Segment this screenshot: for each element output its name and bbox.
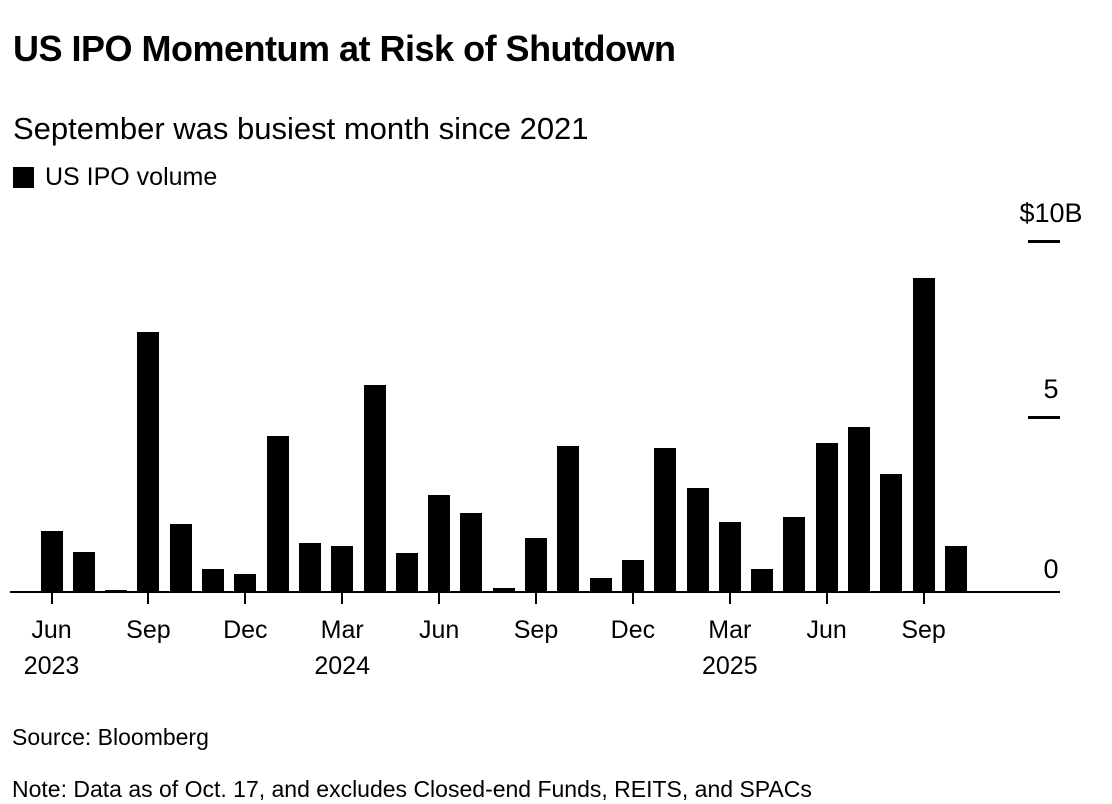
x-tick <box>922 593 925 604</box>
y-tick-dash <box>1028 415 1060 419</box>
bar <box>492 588 515 592</box>
bar <box>137 332 160 592</box>
x-tick-label: Dec <box>610 616 656 644</box>
bar <box>848 427 870 592</box>
x-tick-label: Mar <box>708 616 752 644</box>
bar <box>202 569 224 592</box>
bar <box>815 442 838 592</box>
x-tick <box>728 593 731 604</box>
x-tick-label: Sep <box>126 616 171 644</box>
bar <box>654 448 677 592</box>
x-tick-label: Sep <box>513 616 559 644</box>
bar <box>718 521 741 592</box>
x-tick <box>50 593 53 604</box>
note-line: Note: Data as of Oct. 17, and excludes C… <box>12 776 812 802</box>
bar <box>331 546 354 592</box>
x-axis-line <box>10 591 1060 593</box>
bar <box>912 277 935 592</box>
bar <box>621 560 644 592</box>
x-tick-year: 2024 <box>314 652 370 680</box>
chart-subtitle: September was busiest month since 2021 <box>13 110 589 146</box>
bar <box>298 542 321 592</box>
bar <box>428 495 451 592</box>
source-line: Source: Bloomberg <box>12 724 209 750</box>
x-tick <box>147 593 150 604</box>
x-tick <box>535 593 537 604</box>
x-tick-label: Jun <box>806 616 847 644</box>
bar <box>783 516 806 592</box>
bar <box>72 551 95 592</box>
x-tick-label: Mar <box>320 616 364 644</box>
bar <box>169 523 192 592</box>
x-tick-label: Sep <box>901 616 946 644</box>
legend-label: US IPO volume <box>45 163 218 191</box>
bar <box>234 574 257 592</box>
bar <box>525 537 547 592</box>
x-tick <box>341 593 344 604</box>
bar <box>460 513 483 592</box>
x-tick <box>825 593 828 604</box>
chart-title: US IPO Momentum at Risk of Shutdown <box>13 28 676 70</box>
x-tick <box>631 593 634 604</box>
bar <box>40 530 63 592</box>
legend: US IPO volume <box>13 163 217 192</box>
bar <box>266 435 289 592</box>
bar <box>880 474 903 592</box>
bar <box>944 546 967 592</box>
y-tick-dash <box>1028 240 1060 243</box>
x-tick-year: 2023 <box>23 652 80 680</box>
bar <box>363 384 386 592</box>
bar <box>686 488 709 592</box>
y-tick-label: $10B <box>1019 198 1083 228</box>
bar <box>557 446 580 592</box>
x-tick-year: 2025 <box>701 652 758 680</box>
x-tick-label: Jun <box>31 616 72 644</box>
x-tick <box>438 593 441 604</box>
y-tick-label: 0 <box>1043 554 1059 584</box>
x-tick <box>244 593 247 604</box>
y-tick-label: 5 <box>1043 373 1059 404</box>
bar <box>751 569 774 592</box>
bar <box>589 577 612 592</box>
x-tick-label: Jun <box>418 616 460 644</box>
legend-swatch-icon <box>13 167 34 188</box>
x-tick-label: Dec <box>223 616 268 644</box>
bar <box>395 553 418 592</box>
